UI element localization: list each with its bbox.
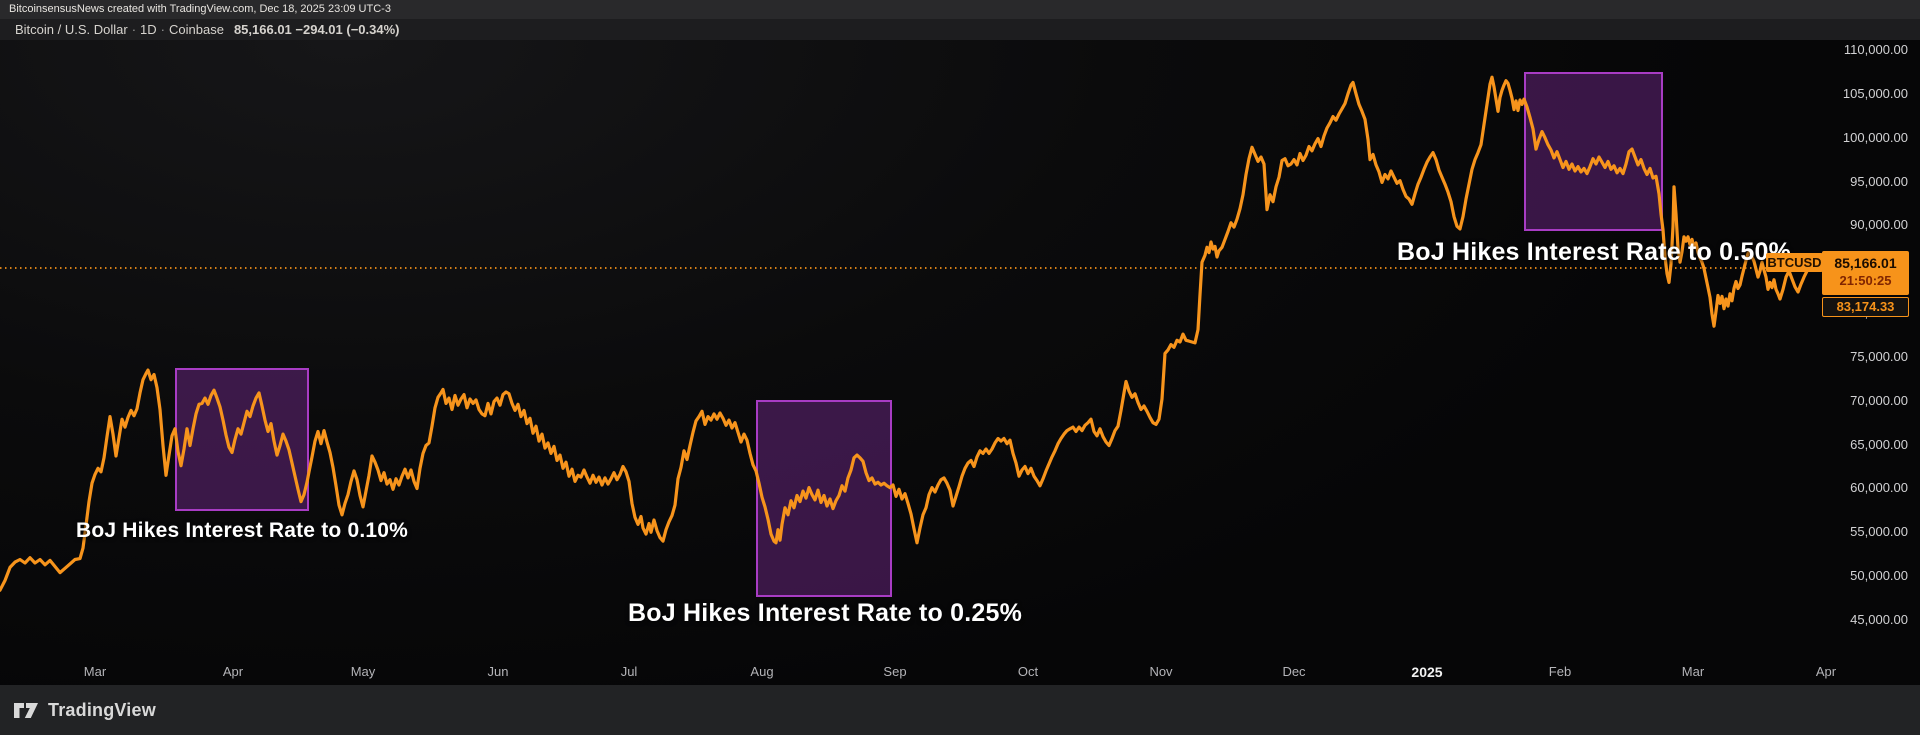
boj-rate-hike-annotation[interactable]: BoJ Hikes Interest Rate to 0.10% bbox=[75, 519, 409, 542]
legend-separator: · bbox=[131, 22, 137, 37]
price-axis-tick: 65,000.00 bbox=[1850, 436, 1908, 452]
time-axis-month-tick: May bbox=[350, 664, 376, 679]
time-axis-month-tick: Nov bbox=[1149, 664, 1173, 679]
time-axis-year-tick: 2025 bbox=[1411, 664, 1443, 680]
tradingview-logo-text: TradingView bbox=[48, 699, 156, 720]
time-axis-month-tick: Sep bbox=[883, 664, 907, 679]
time-axis-month-tick: Jun bbox=[487, 664, 509, 679]
symbol-price-flag[interactable]: BTCUSD bbox=[1766, 252, 1823, 272]
price-axis-tick: 75,000.00 bbox=[1850, 348, 1908, 364]
price-axis-tick: 60,000.00 bbox=[1850, 480, 1908, 496]
price-axis-tick: 90,000.00 bbox=[1850, 217, 1908, 233]
time-axis-month-tick: Feb bbox=[1548, 664, 1572, 679]
time-axis-month-tick: Apr bbox=[222, 664, 244, 679]
price-axis-tick: 45,000.00 bbox=[1850, 612, 1908, 627]
tradingview-logo-icon bbox=[14, 702, 38, 718]
time-axis-month-tick: Mar bbox=[1681, 664, 1705, 679]
boj-rate-hike-annotation[interactable]: BoJ Hikes Interest Rate to 0.25% bbox=[627, 599, 1023, 627]
symbol-title[interactable]: Bitcoin / U.S. Dollar bbox=[15, 22, 128, 37]
symbol-legend[interactable]: Bitcoin / U.S. Dollar · 1D · Coinbase 85,166.… bbox=[0, 19, 1920, 40]
price-axis-tick: 55,000.00 bbox=[1850, 524, 1908, 540]
chart-plot-area[interactable] bbox=[0, 40, 1920, 685]
time-axis-month-tick: Oct bbox=[1017, 664, 1039, 679]
secondary-price-value: 83,174.33 bbox=[1836, 298, 1895, 314]
interval-label[interactable]: 1D bbox=[140, 22, 157, 37]
time-axis-month-tick: Mar bbox=[83, 664, 107, 679]
attribution-text: BitcoinsensusNews created with TradingVi… bbox=[9, 3, 391, 15]
time-axis-month-tick: Apr bbox=[1815, 664, 1837, 679]
time-axis-month-tick: Jul bbox=[620, 664, 638, 679]
boj-rate-hike-annotation[interactable]: BoJ Hikes Interest Rate to 0.50% bbox=[1396, 238, 1792, 266]
price-axis-tick: 50,000.00 bbox=[1850, 568, 1908, 584]
tradingview-logo[interactable]: TradingView bbox=[13, 700, 156, 721]
price-axis-tick: 70,000.00 bbox=[1850, 392, 1908, 408]
price-axis-tick: 95,000.00 bbox=[1850, 173, 1908, 189]
time-axis-month-tick: Aug bbox=[750, 664, 774, 679]
bar-countdown-timer: 21:50:25 bbox=[1839, 272, 1892, 288]
price-axis-tick: 105,000.00 bbox=[1842, 85, 1908, 101]
last-price-axis-label[interactable]: 85,166.01 21:50:25 bbox=[1822, 250, 1909, 295]
exchange-label[interactable]: Coinbase bbox=[169, 22, 224, 37]
secondary-price-axis-label[interactable]: 83,174.33 bbox=[1822, 296, 1909, 317]
symbol-flag-text: BTCUSD bbox=[1767, 254, 1822, 270]
last-price-value: 85,166.01 bbox=[1834, 254, 1897, 271]
legend-price-values: 85,166.01 −294.01 (−0.34%) bbox=[233, 22, 400, 37]
price-axis-tick: 100,000.00 bbox=[1842, 129, 1908, 145]
boj-rate-hike-highlight-box[interactable] bbox=[1524, 71, 1663, 231]
price-axis-tick: 110,000.00 bbox=[1843, 42, 1908, 57]
bottom-toolbar: TradingView bbox=[0, 685, 1920, 735]
current-price-dotted-line bbox=[0, 266, 1810, 269]
btcusd-price-line bbox=[0, 75, 1812, 592]
attribution-bar: BitcoinsensusNews created with TradingVi… bbox=[0, 0, 1920, 19]
legend-separator: · bbox=[160, 22, 166, 37]
time-axis-month-tick: Dec bbox=[1282, 664, 1306, 679]
